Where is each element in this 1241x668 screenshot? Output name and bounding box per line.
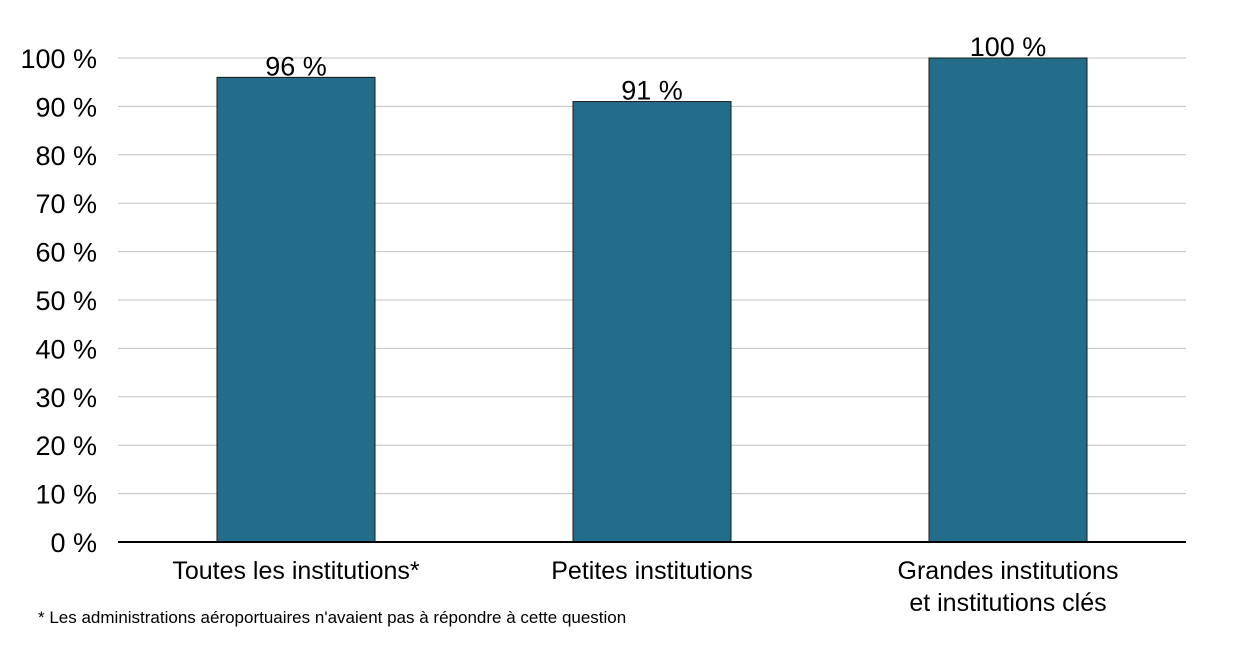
y-tick-label: 90 %: [35, 92, 97, 122]
bar: [216, 76, 376, 543]
y-tick-label: 20 %: [35, 431, 97, 461]
y-tick-label: 40 %: [35, 334, 97, 364]
y-tick-label: 10 %: [35, 480, 97, 510]
category-label: Toutes les institutions*: [172, 557, 420, 585]
data-label: 96 %: [265, 51, 327, 81]
y-tick-label: 50 %: [35, 286, 97, 316]
y-axis-tick-labels: 0 % 10 % 20 % 30 % 40 % 50 % 60 % 70 % 80 % 90 % 1…: [20, 44, 97, 558]
data-label: 91 %: [621, 76, 683, 106]
y-tick-label: 70 %: [35, 189, 97, 219]
category-labels: Toutes les institutions* Petites institut…: [172, 557, 1118, 617]
footnote: * Les administrations aéroportuaires n'a…: [38, 608, 627, 627]
y-tick-label: 0 %: [50, 528, 97, 558]
category-label: Grandes institutions: [898, 557, 1119, 585]
category-label: Petites institutions: [551, 557, 753, 585]
y-tick-label: 100 %: [20, 44, 97, 74]
bars: [216, 57, 1088, 543]
bar: [572, 101, 732, 543]
y-tick-label: 60 %: [35, 238, 97, 268]
y-tick-label: 30 %: [35, 383, 97, 413]
y-tick-label: 80 %: [35, 141, 97, 171]
bar: [928, 57, 1088, 543]
data-label: 100 %: [970, 32, 1047, 62]
category-label: et institutions clés: [909, 589, 1106, 617]
data-labels: 96 % 91 % 100 %: [265, 32, 1046, 106]
